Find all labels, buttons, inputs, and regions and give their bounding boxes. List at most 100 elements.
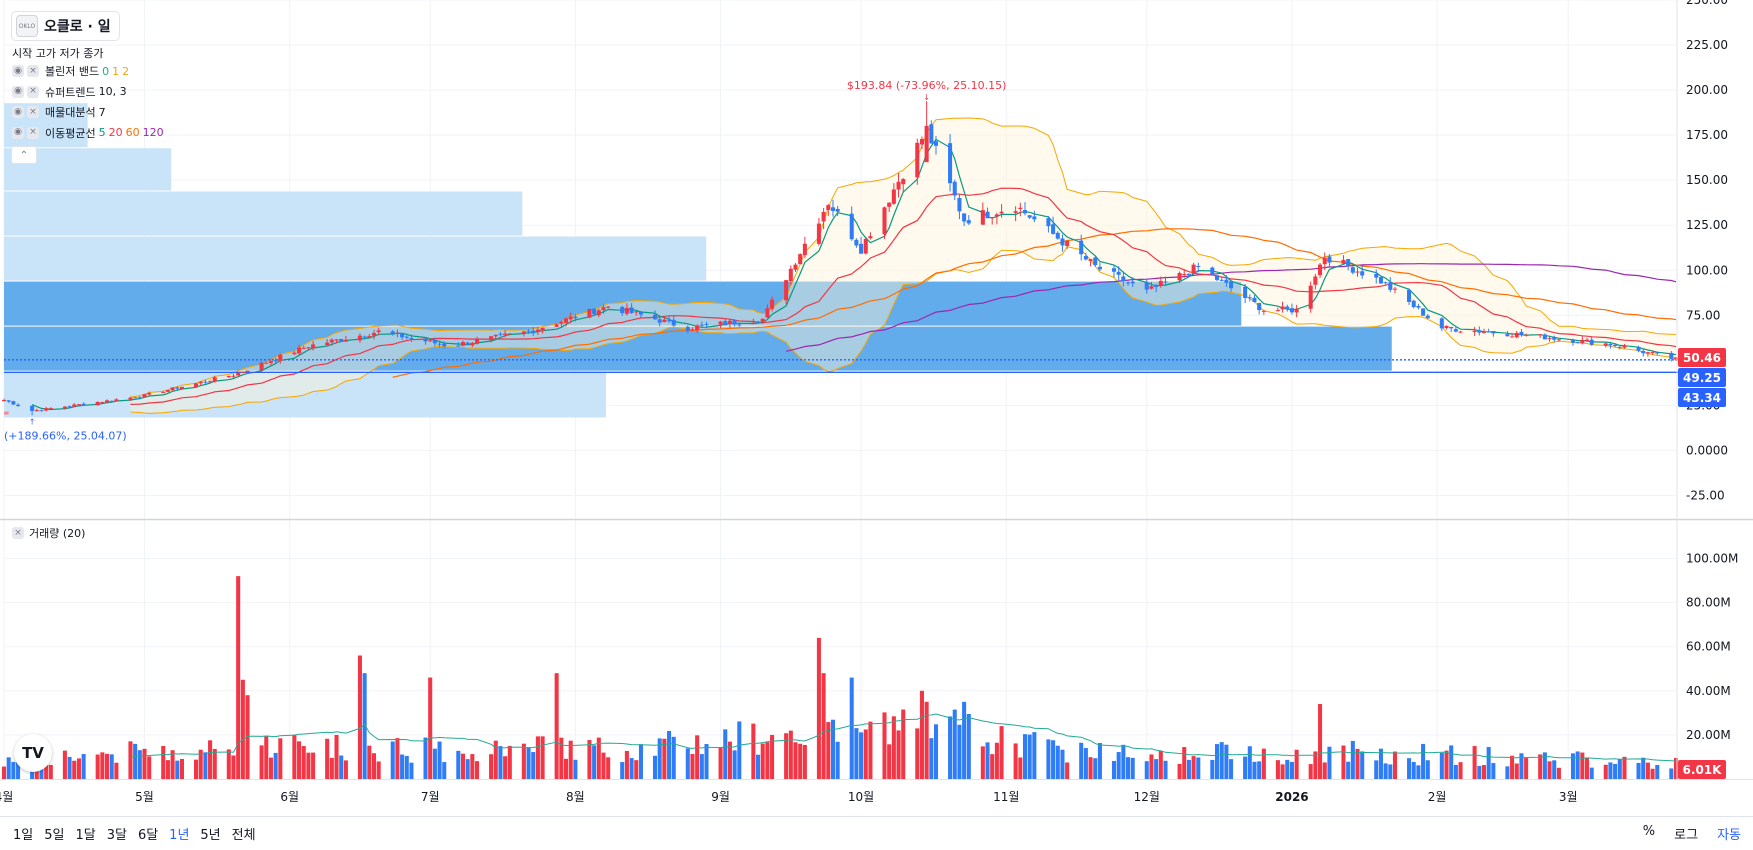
collapse-legend-button[interactable]: ⌃ (11, 146, 37, 164)
volume-bar (606, 757, 611, 779)
candle-body (1088, 259, 1093, 261)
volume-bar (1158, 750, 1163, 779)
candle-body (568, 316, 573, 320)
price-label-badge (1678, 348, 1726, 367)
volume-bar (292, 734, 297, 779)
bollinger-upper-line (130, 117, 1677, 398)
volume-bar (170, 750, 175, 779)
range-button[interactable]: 3달 (106, 828, 127, 843)
volume-bar (671, 736, 676, 779)
close-icon[interactable]: × (27, 126, 39, 139)
range-button[interactable]: 1달 (75, 828, 96, 843)
candle-body (760, 318, 765, 322)
symbol-box[interactable]: OKLO 오클로 · 일 (11, 11, 120, 41)
candle-body (531, 330, 536, 333)
candle-body (704, 324, 709, 326)
volume-bar (901, 709, 906, 779)
volume-bar (1046, 739, 1051, 779)
candle-body (1219, 279, 1224, 281)
scale-option-button[interactable]: % (1642, 824, 1656, 839)
volume-bar (638, 744, 643, 779)
volume-bar (1407, 758, 1412, 779)
volume-bar (306, 752, 311, 779)
volume-bar (1294, 749, 1299, 779)
volume-bar (1556, 767, 1561, 779)
scale-options: % 로그 자동 (1624, 824, 1741, 843)
volume-bar (1421, 743, 1426, 779)
volume-bar (404, 755, 409, 779)
eye-hidden-icon[interactable]: ◉ (12, 106, 24, 118)
volume-bar (1514, 763, 1519, 779)
volume-bar (1186, 759, 1191, 779)
candle-body (1214, 275, 1220, 280)
volume-bar (531, 752, 536, 779)
volume-bar (1486, 747, 1491, 779)
volume-bar (966, 713, 971, 779)
range-button[interactable]: 5년 (200, 828, 221, 843)
volume-bar (1261, 748, 1266, 779)
volume-bar (933, 724, 939, 779)
range-button[interactable]: 5일 (44, 828, 65, 843)
volume-bar (620, 762, 625, 779)
scale-option-button[interactable]: 자동 (1717, 828, 1741, 843)
eye-hidden-icon[interactable]: ◉ (12, 65, 24, 77)
candle-body (1060, 238, 1065, 246)
volume-bar (1257, 761, 1262, 779)
volume-bar (175, 760, 180, 779)
volume-bar (652, 755, 658, 779)
volume-bar (793, 742, 798, 779)
candle-body (718, 321, 723, 325)
close-icon[interactable]: × (27, 65, 39, 77)
time-tick-label: 2월 (1428, 790, 1447, 804)
volume-bar (854, 728, 859, 779)
scale-option-button[interactable]: 로그 (1674, 828, 1699, 843)
volume-tick-label: 40.00M (1686, 684, 1731, 698)
candle-body (695, 325, 700, 331)
candle-body (1079, 240, 1084, 255)
candle-body (456, 345, 461, 347)
volume-bar (863, 729, 868, 779)
candle-body (1570, 340, 1575, 343)
volume-bar (498, 746, 503, 779)
volume-bar (1149, 754, 1154, 779)
volume-bar (503, 756, 508, 779)
close-icon[interactable]: × (27, 85, 39, 98)
candle-body (264, 362, 269, 364)
eye-hidden-icon[interactable]: ◉ (12, 126, 24, 139)
ma20-line (130, 187, 1677, 405)
volume-bar (1388, 764, 1393, 779)
candle-body (1111, 268, 1117, 272)
volume-bar (465, 759, 470, 779)
volume-bar (770, 734, 775, 779)
volume-bar (1673, 757, 1679, 779)
candle-body (592, 308, 597, 315)
time-tick-label: 6월 (280, 790, 299, 804)
range-button[interactable]: 전체 (231, 828, 256, 843)
range-button[interactable]: 1일 (13, 828, 34, 843)
volume-bar (1196, 757, 1201, 779)
volume-bar (521, 743, 526, 779)
candle-body (30, 405, 35, 411)
candle-body (1224, 279, 1229, 283)
volume-bar (105, 753, 110, 779)
volume-bar (1636, 762, 1641, 779)
price-chart[interactable]: $193.84 (-73.96%, 25.10.15)↓ ↑ (+189.66%, … (0, 0, 1753, 816)
close-icon[interactable]: × (27, 106, 39, 118)
volume-bar (568, 740, 573, 779)
indicator-param: 20 (108, 126, 123, 139)
candle-body (1275, 310, 1280, 312)
candle-body (1032, 216, 1037, 220)
range-button[interactable]: 6달 (137, 828, 159, 843)
volume-bar (1121, 744, 1126, 779)
tradingview-logo-icon[interactable]: TV (14, 734, 52, 772)
volume-profile-row (4, 236, 707, 281)
candle-body (1439, 318, 1444, 329)
eye-hidden-icon[interactable]: ◉ (12, 85, 24, 98)
candle-body (816, 223, 821, 244)
volume-bar (1083, 748, 1088, 779)
volume-bar (695, 735, 700, 779)
volume-bar (1425, 760, 1430, 779)
close-icon[interactable]: × (12, 527, 24, 539)
range-button[interactable]: 1년 (169, 828, 190, 843)
volume-bar (592, 745, 597, 779)
